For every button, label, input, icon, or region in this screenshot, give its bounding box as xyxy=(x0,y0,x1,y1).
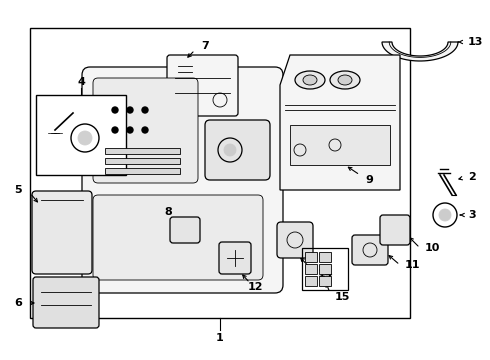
Text: 10: 10 xyxy=(425,243,441,253)
Bar xyxy=(319,264,331,274)
Bar xyxy=(319,252,331,262)
Bar xyxy=(305,276,317,286)
Ellipse shape xyxy=(338,75,352,85)
Text: 11: 11 xyxy=(405,260,420,270)
Circle shape xyxy=(142,127,148,133)
Circle shape xyxy=(224,144,236,156)
FancyBboxPatch shape xyxy=(380,215,410,245)
Circle shape xyxy=(127,107,133,113)
FancyBboxPatch shape xyxy=(219,242,251,274)
Bar xyxy=(305,264,317,274)
Bar xyxy=(302,248,348,290)
Circle shape xyxy=(127,127,133,133)
Polygon shape xyxy=(280,55,400,190)
FancyBboxPatch shape xyxy=(93,78,198,183)
Circle shape xyxy=(439,209,451,221)
Text: 5: 5 xyxy=(14,185,22,195)
Ellipse shape xyxy=(295,71,325,89)
Text: 12: 12 xyxy=(247,282,263,292)
FancyBboxPatch shape xyxy=(352,235,388,265)
Text: 8: 8 xyxy=(164,207,172,217)
FancyBboxPatch shape xyxy=(33,277,99,328)
Text: 9: 9 xyxy=(365,175,373,185)
Text: 6: 6 xyxy=(14,298,22,308)
Text: 7: 7 xyxy=(201,41,209,51)
Ellipse shape xyxy=(330,71,360,89)
Text: 4: 4 xyxy=(77,77,85,87)
Bar xyxy=(290,125,390,165)
Text: 14: 14 xyxy=(318,269,334,279)
Text: 1: 1 xyxy=(216,333,224,343)
FancyBboxPatch shape xyxy=(82,67,283,293)
Polygon shape xyxy=(382,42,458,61)
Circle shape xyxy=(78,131,92,145)
Bar xyxy=(105,158,180,164)
FancyBboxPatch shape xyxy=(32,191,92,274)
Bar xyxy=(105,148,180,154)
FancyBboxPatch shape xyxy=(167,55,238,116)
Text: 2: 2 xyxy=(468,172,476,182)
Bar xyxy=(36,95,126,175)
Circle shape xyxy=(112,107,118,113)
FancyBboxPatch shape xyxy=(277,222,313,258)
Bar xyxy=(30,28,410,318)
Text: 13: 13 xyxy=(468,37,483,47)
Circle shape xyxy=(112,127,118,133)
Bar xyxy=(105,168,180,174)
Circle shape xyxy=(142,107,148,113)
Bar xyxy=(305,252,317,262)
Ellipse shape xyxy=(303,75,317,85)
FancyBboxPatch shape xyxy=(93,195,263,280)
Text: 3: 3 xyxy=(468,210,476,220)
FancyBboxPatch shape xyxy=(205,120,270,180)
Bar xyxy=(319,276,331,286)
FancyBboxPatch shape xyxy=(170,217,200,243)
Text: 15: 15 xyxy=(335,292,350,302)
